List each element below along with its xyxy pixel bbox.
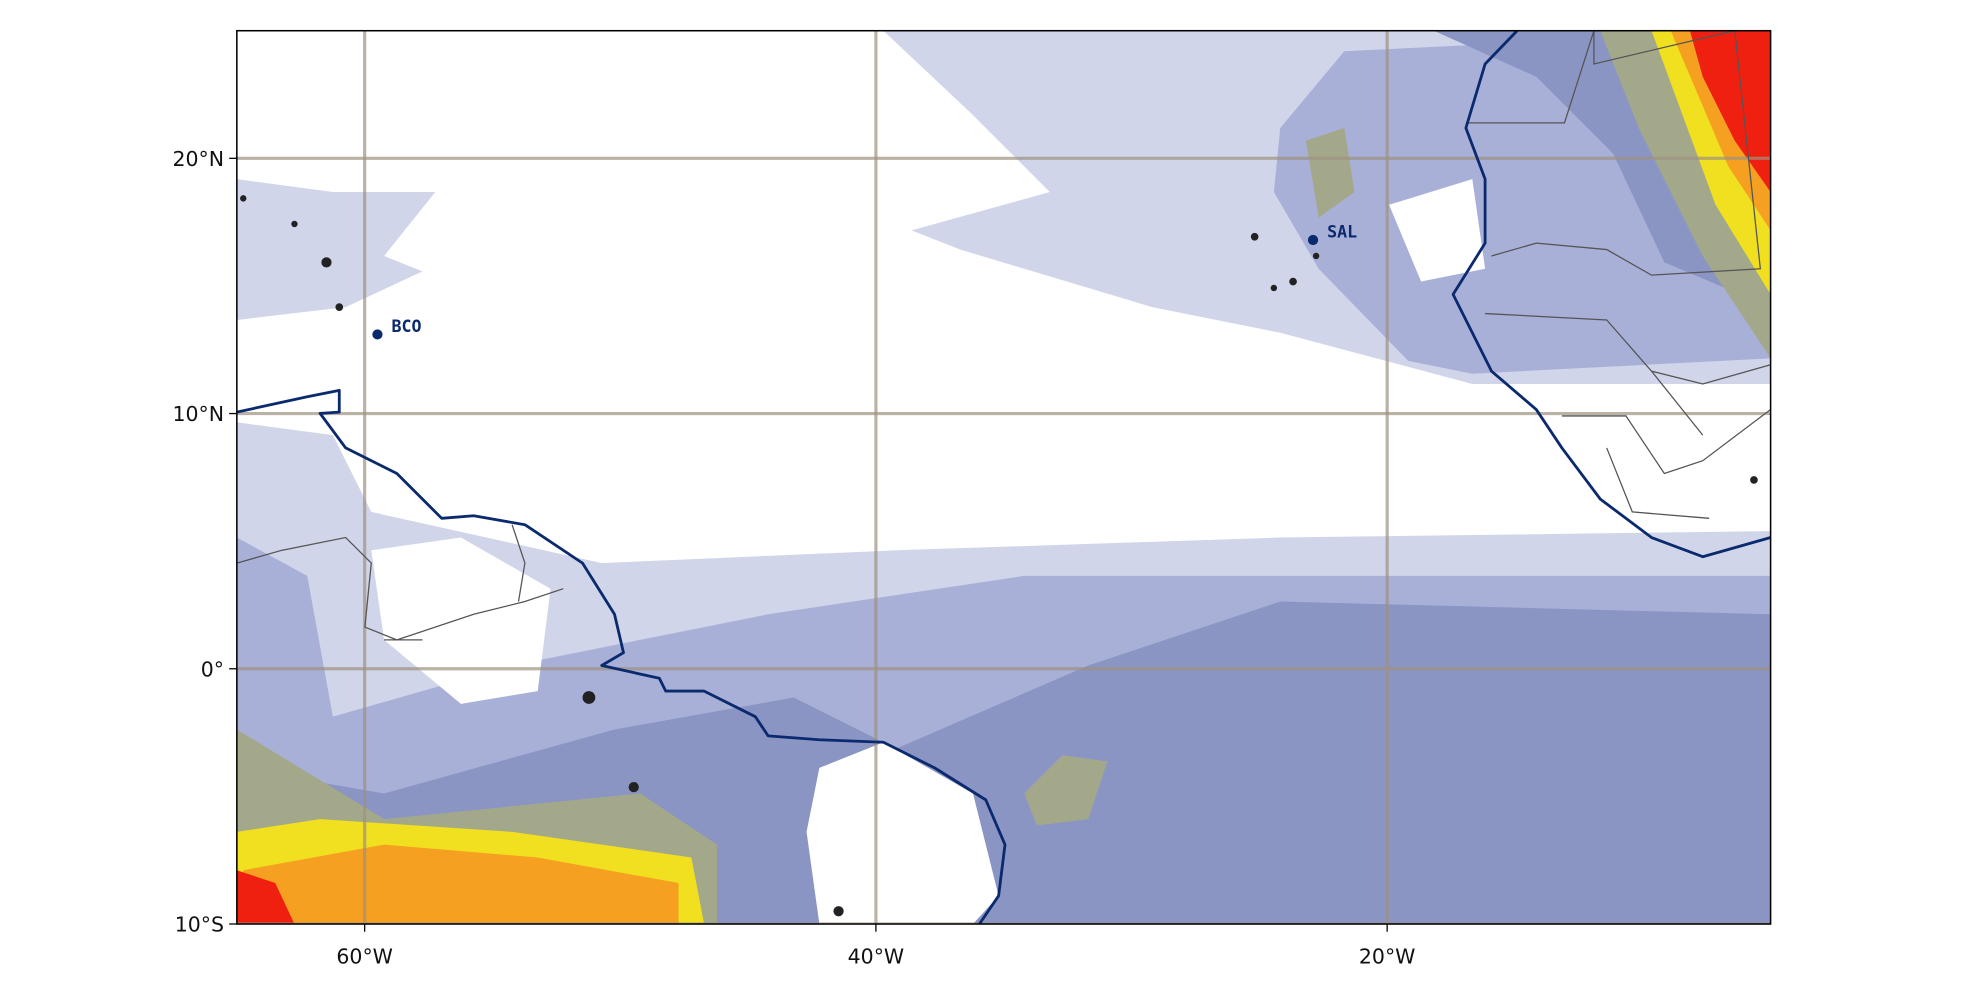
field (236, 30, 1771, 925)
y-tick-label: 10°N (172, 402, 224, 426)
station-label: SAL (1327, 222, 1357, 241)
station-marker (1307, 234, 1319, 246)
grid (236, 30, 1771, 925)
frame (236, 29, 1772, 925)
x-tick-label: 20°W (1359, 945, 1416, 969)
ticks: 60°W 40°W 20°W 10°S 0° 10°N 20°N (172, 147, 1415, 969)
coastlines (236, 30, 1771, 925)
station-marker (372, 329, 383, 340)
station-label: BCO (392, 317, 422, 336)
islands (240, 195, 1758, 917)
stations: BCO SAL (372, 222, 1357, 340)
y-tick-label: 20°N (172, 147, 224, 171)
contour-red (236, 30, 1771, 925)
y-tick-label: 10°S (175, 913, 224, 937)
borders (236, 30, 1771, 641)
y-tick-label: 0° (201, 657, 224, 681)
x-tick-label: 60°W (336, 945, 393, 969)
contour-white (371, 179, 1486, 925)
x-tick-label: 40°W (848, 945, 905, 969)
